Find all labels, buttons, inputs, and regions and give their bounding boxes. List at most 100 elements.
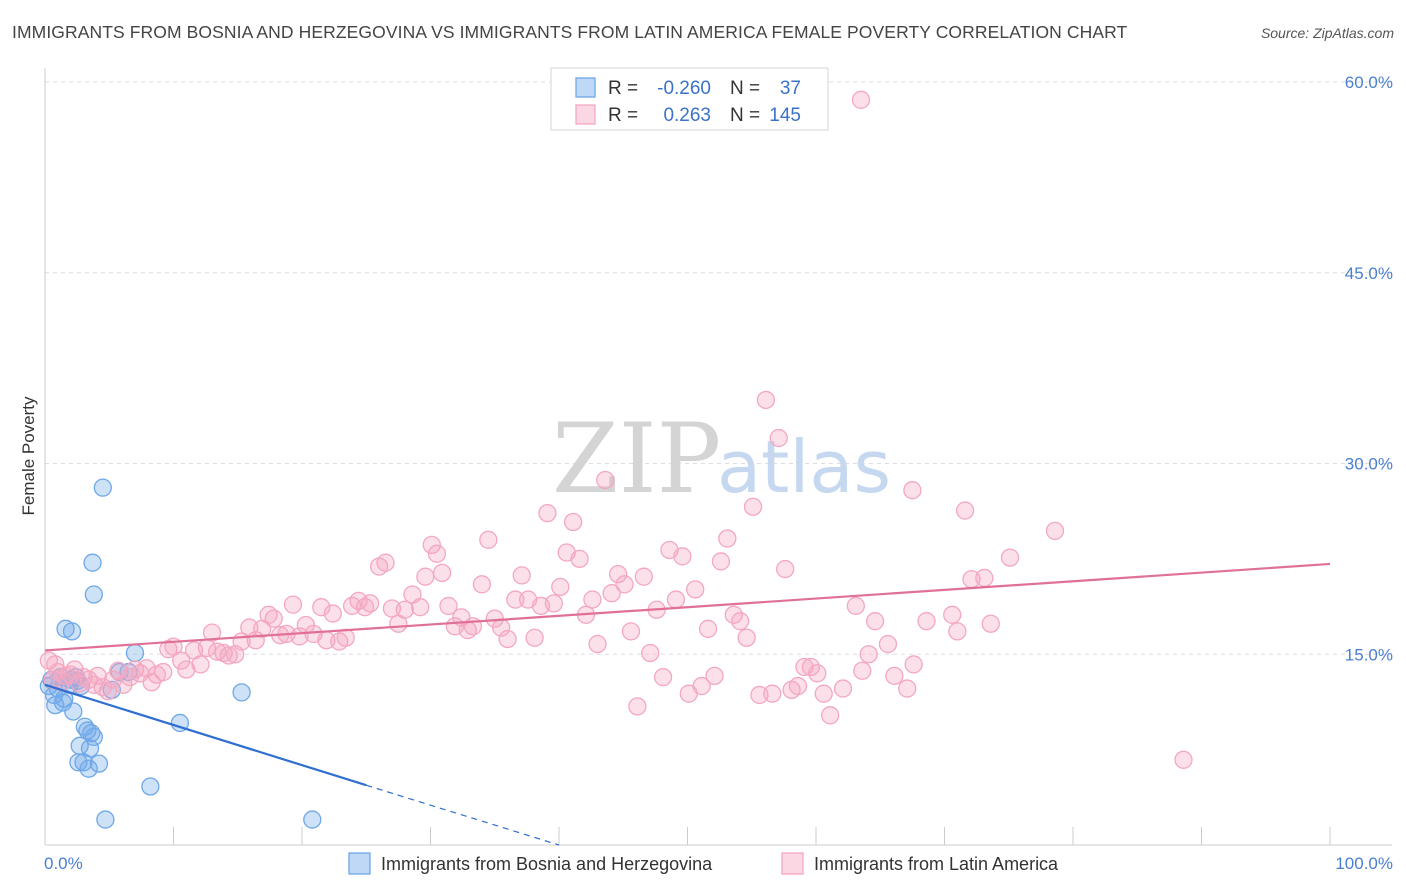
point-latin-america-93: [596, 470, 615, 490]
legend-swatch-1: [575, 104, 596, 125]
point-latin-america-27: [172, 651, 191, 670]
point-latin-america-140: [955, 501, 975, 520]
point-latin-america-79: [506, 590, 525, 609]
point-latin-america-78: [498, 629, 517, 649]
bottom-legend-swatch-1: [781, 852, 804, 875]
point-latin-america-149: [948, 622, 967, 641]
point-latin-america-146: [1174, 750, 1193, 769]
point-latin-america-114: [731, 612, 750, 631]
point-latin-america-137: [904, 655, 923, 674]
x-tick-label-0: 0.0%: [44, 854, 83, 873]
point-bosnia-33: [125, 643, 145, 663]
watermark-atlas: atlas: [717, 425, 891, 509]
legend-swatch-0: [575, 77, 596, 98]
point-latin-america-132: [859, 645, 878, 664]
point-latin-america-129: [833, 679, 853, 698]
point-bosnia-36: [232, 683, 251, 702]
axes: [44, 68, 1392, 846]
legend-n-value-1: 145: [769, 105, 801, 126]
point-bosnia-12: [64, 702, 83, 721]
point-latin-america-148: [903, 481, 922, 500]
point-latin-america-133: [865, 612, 885, 631]
point-bosnia-11: [62, 622, 82, 641]
y-tick-label-3: 60.0%: [1345, 73, 1393, 92]
point-latin-america-105: [673, 547, 692, 566]
point-latin-america-108: [692, 676, 711, 696]
point-latin-america-35: [219, 646, 238, 665]
legend-r-label-0: R =: [608, 78, 638, 99]
tick-labels: 15.0% 30.0% 45.0% 60.0% 0.0% 100.0%: [44, 73, 1393, 873]
point-latin-america-98: [628, 697, 647, 716]
point-latin-america-104: [666, 590, 686, 609]
point-latin-america-109: [698, 619, 718, 638]
point-latin-america-32: [202, 623, 222, 642]
point-latin-america-135: [885, 666, 904, 686]
point-latin-america-143: [981, 614, 1000, 633]
trend-line-bosnia-extension: [366, 784, 560, 846]
trend-line-bosnia: [44, 683, 367, 787]
point-latin-america-57: [360, 594, 380, 613]
point-latin-america-119: [763, 684, 782, 703]
point-bosnia-22: [80, 739, 100, 758]
point-latin-america-10: [79, 670, 98, 689]
y-tick-label-1: 30.0%: [1345, 455, 1393, 474]
point-latin-america-51: [323, 604, 342, 623]
legend-n-value-0: 37: [780, 78, 801, 99]
legend: R = -0.260 N = 37 R = 0.263 N = 145: [550, 67, 829, 131]
point-latin-america-139: [943, 605, 962, 624]
point-latin-america-95: [608, 564, 628, 584]
point-latin-america-138: [917, 612, 936, 631]
point-latin-america-49: [312, 598, 331, 617]
point-bosnia-37: [303, 810, 322, 829]
legend-box: [550, 67, 829, 131]
point-latin-america-118: [756, 390, 776, 410]
point-latin-america-65: [416, 567, 435, 586]
point-latin-america-121: [776, 559, 795, 579]
point-latin-america-136: [898, 679, 917, 698]
legend-r-value-0: -0.260: [657, 78, 711, 99]
point-bosnia-21: [79, 759, 98, 778]
trend-line-latin-america: [44, 562, 1331, 652]
point-latin-america-75: [479, 530, 498, 549]
chart-title: IMMIGRANTS FROM BOSNIA AND HERZEGOVINA V…: [12, 22, 1128, 42]
point-latin-america-131: [853, 661, 872, 680]
point-latin-america-147: [851, 90, 871, 109]
legend-n-label-1: N =: [730, 105, 760, 126]
point-latin-america-30: [191, 655, 210, 674]
point-latin-america-142: [975, 568, 994, 588]
point-bosnia-28: [93, 478, 112, 497]
y-axis-label: Female Poverty: [19, 396, 38, 516]
source-label: Source: ZipAtlas.com: [1260, 25, 1394, 41]
point-latin-america-120: [769, 428, 788, 448]
point-bosnia-34: [141, 777, 160, 796]
series-latin-america: [39, 90, 1193, 769]
point-bosnia-27: [89, 754, 109, 773]
point-latin-america-66: [422, 535, 441, 555]
point-latin-america-134: [878, 634, 898, 654]
point-latin-america-59: [376, 553, 395, 572]
point-latin-america-130: [846, 596, 865, 616]
point-latin-america-110: [705, 666, 724, 686]
point-latin-america-112: [718, 529, 737, 548]
point-latin-america-116: [743, 497, 763, 516]
gridlines: [45, 81, 1392, 655]
point-latin-america-82: [525, 628, 544, 647]
point-latin-america-96: [615, 575, 634, 594]
point-latin-america-91: [583, 590, 602, 609]
bottom-legend-label-1: Immigrants from Latin America: [814, 854, 1059, 874]
point-latin-america-145: [1045, 521, 1065, 541]
point-latin-america-80: [512, 566, 531, 585]
point-latin-america-127: [814, 684, 833, 703]
point-latin-america-68: [432, 563, 452, 583]
point-latin-america-115: [737, 628, 756, 647]
point-bosnia-25: [84, 727, 103, 747]
point-latin-america-53: [336, 628, 355, 647]
point-latin-america-99: [634, 567, 653, 586]
point-latin-america-62: [395, 600, 414, 619]
bottom-legend-swatch-0: [348, 852, 371, 875]
point-latin-america-144: [1000, 548, 1020, 567]
point-latin-america-28: [177, 660, 196, 679]
point-latin-america-69: [439, 596, 458, 616]
point-latin-america-24: [154, 662, 173, 682]
point-latin-america-33: [208, 642, 227, 661]
